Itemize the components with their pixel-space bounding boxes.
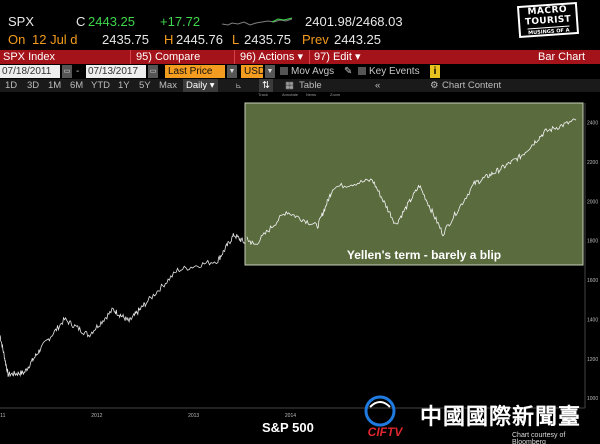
frequency-select[interactable]: Daily ▾: [183, 79, 218, 92]
bar-chart-title: Bar Chart: [538, 51, 586, 63]
table-button[interactable]: Table: [299, 80, 322, 91]
sparkline-icon: [222, 17, 292, 26]
y-tick-label: 1600: [587, 278, 598, 284]
inset-layer: [246, 118, 577, 246]
x-tick-label: 2014: [285, 413, 296, 419]
ciftv-label: CIFTV: [368, 425, 404, 439]
courtesy-text: Chart courtesy of Bloomberg: [512, 432, 566, 444]
table-icon[interactable]: ▦: [285, 80, 294, 91]
ticker: SPX: [8, 14, 35, 29]
security-field[interactable]: SPX Index: [3, 51, 55, 63]
period-max[interactable]: Max: [159, 80, 177, 91]
chart-caption: S&P 500: [262, 420, 314, 435]
settings-icon[interactable]: ⚙: [430, 80, 439, 91]
logo-line-3: MUSINGS OF A: [527, 25, 570, 36]
last-label: C: [76, 14, 86, 29]
watermark-chinese: 中國國際新聞臺: [420, 405, 582, 430]
function-bar: SPX Index 95) Compare 96) Actions ▾ 97) …: [0, 50, 600, 64]
mini-tool-label[interactable]: Annotate: [282, 92, 299, 97]
quote-date: 12 Jul d: [32, 32, 78, 47]
quote-line-1: SPX C 2443.25 +17.72 2401.98/2468.03: [0, 14, 600, 30]
calendar-icon[interactable]: ▭: [148, 65, 158, 78]
x-tick-label: 2013: [188, 413, 199, 419]
calendar-icon[interactable]: ▭: [62, 65, 72, 78]
key-events-label: Key Events: [369, 66, 420, 77]
high-price: 2445.76: [176, 32, 223, 47]
mini-tool-label[interactable]: Track: [258, 92, 268, 97]
prev-close: 2443.25: [334, 32, 381, 47]
mov-avgs-label: Mov Avgs: [291, 66, 335, 77]
y-tick-label: 2200: [587, 160, 598, 166]
separator: [130, 50, 131, 64]
day-range: 2401.98/2468.03: [305, 14, 403, 29]
y-tick-label: 1800: [587, 239, 598, 245]
macro-tourist-logo: MACRO TOURIST MUSINGS OF A: [516, 1, 580, 39]
separator: [309, 50, 310, 64]
chart-toolbar: 1D 3D 1M 6M YTD 1Y 5Y Max Daily ▾ ⦜ ⇅ ▦ …: [0, 79, 600, 92]
chevron-down-icon[interactable]: ▼: [265, 65, 275, 78]
open-price: 2435.75: [102, 32, 149, 47]
high-label: H: [164, 32, 174, 47]
separator: [234, 50, 235, 64]
checkbox-icon: [358, 67, 366, 76]
y-tick-label: 1200: [587, 357, 598, 363]
actions-button[interactable]: 96) Actions ▾: [240, 51, 303, 63]
x-axis: 2011 2012 2013 2014: [0, 407, 585, 419]
start-date-input[interactable]: 07/18/2011: [0, 65, 60, 78]
period-1y[interactable]: 1Y: [118, 80, 130, 91]
y-tick-label: 2000: [587, 199, 598, 205]
date-dash: -: [76, 66, 80, 77]
end-date-input[interactable]: 07/13/2017: [86, 65, 146, 78]
period-3d[interactable]: 3D: [27, 80, 40, 91]
y-tick-label: 2400: [587, 121, 598, 127]
prev-label: Prev: [302, 32, 329, 47]
y-axis: 1000 1200 1400 1600 1800 2000 2200 2400: [584, 103, 598, 408]
x-tick-label: 2012: [91, 413, 102, 419]
info-icon[interactable]: i: [430, 65, 440, 78]
y-tick-label: 1000: [587, 396, 598, 402]
low-label: L: [232, 32, 240, 47]
chart-content-button[interactable]: Chart Content: [442, 80, 502, 91]
quote-line-2: On 12 Jul d 2435.75 H 2445.76 L 2435.75 …: [0, 32, 600, 48]
collapse-icon[interactable]: «: [375, 80, 381, 91]
y-tick-label: 1400: [587, 317, 598, 323]
period-5y[interactable]: 5Y: [139, 80, 151, 91]
annotation-label: Yellen's term - barely a blip: [347, 248, 501, 262]
currency-select[interactable]: USD: [241, 65, 265, 78]
mov-avgs-toggle[interactable]: Mov Avgs: [280, 65, 334, 78]
low-price: 2435.75: [244, 32, 291, 47]
checkbox-icon: [280, 67, 288, 76]
period-6m[interactable]: 6M: [70, 80, 84, 91]
highlight-box: [244, 102, 584, 266]
price-type-select[interactable]: Last Price: [165, 65, 225, 78]
mini-tool-label[interactable]: News: [306, 92, 316, 97]
chevron-down-icon[interactable]: ▼: [227, 65, 237, 78]
line-chart-icon[interactable]: ⦜: [236, 80, 242, 91]
last-price: 2443.25: [88, 14, 135, 29]
net-change: +17.72: [160, 14, 201, 29]
period-1m[interactable]: 1M: [48, 80, 62, 91]
mini-tool-label[interactable]: Zoom: [330, 92, 341, 97]
chart-type-icon[interactable]: ⇅: [259, 79, 273, 92]
key-events-toggle[interactable]: Key Events: [358, 65, 420, 78]
on-label: On: [8, 32, 26, 47]
period-1d[interactable]: 1D: [5, 80, 18, 91]
inset-series-line: [246, 118, 577, 246]
edit-button[interactable]: 97) Edit ▾: [314, 51, 361, 63]
x-tick-label: 2011: [0, 413, 6, 419]
pencil-icon[interactable]: ✎: [344, 66, 353, 77]
period-ytd[interactable]: YTD: [91, 80, 110, 91]
compare-button[interactable]: 95) Compare: [136, 51, 201, 63]
ciftv-logo-icon: CIFTV: [364, 395, 404, 439]
